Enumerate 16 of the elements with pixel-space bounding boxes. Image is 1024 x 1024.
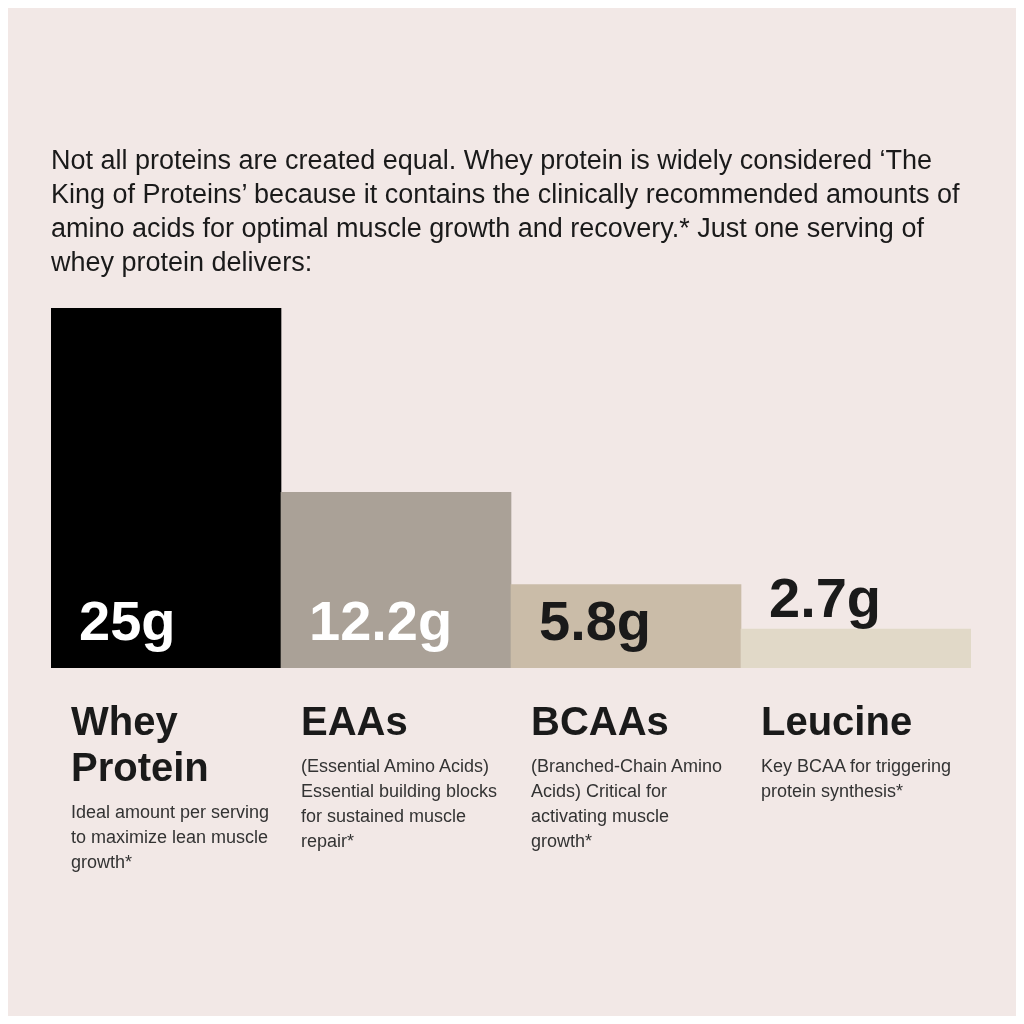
bar — [280, 491, 512, 668]
x-tick-label: BCAAs — [531, 698, 670, 744]
bar — [51, 308, 282, 668]
data-label: 25g — [79, 589, 176, 652]
x-tick-label: Whey Protein — [71, 698, 210, 790]
chart-title: Not all proteins are created equal. Whey protein is widely considered ‘The King of Proteins’ because it contains the clinically recommended amounts of amino acids for optimal muscle growth and recovery.* Just one serving of whey protein delivers: — [51, 144, 961, 279]
bar — [740, 628, 971, 668]
x-tick-label: Leucine — [761, 698, 914, 744]
text: Ideal amount per serving to maximize lean muscle growth* — [71, 801, 271, 874]
data-label: 5.8g — [539, 589, 652, 652]
text: Key BCAA for triggering protein synthesis* — [761, 755, 953, 803]
text: (Branched-Chain Amino Acids) Critical for activating muscle growth* — [531, 755, 724, 853]
x-tick-label: EAAs — [301, 698, 409, 744]
data-label: 2.7g — [769, 566, 882, 630]
data-label: 12.2g — [309, 589, 453, 652]
text: (Essential Amino Acids) Essential building blocks for sustained muscle repair* — [301, 755, 499, 853]
